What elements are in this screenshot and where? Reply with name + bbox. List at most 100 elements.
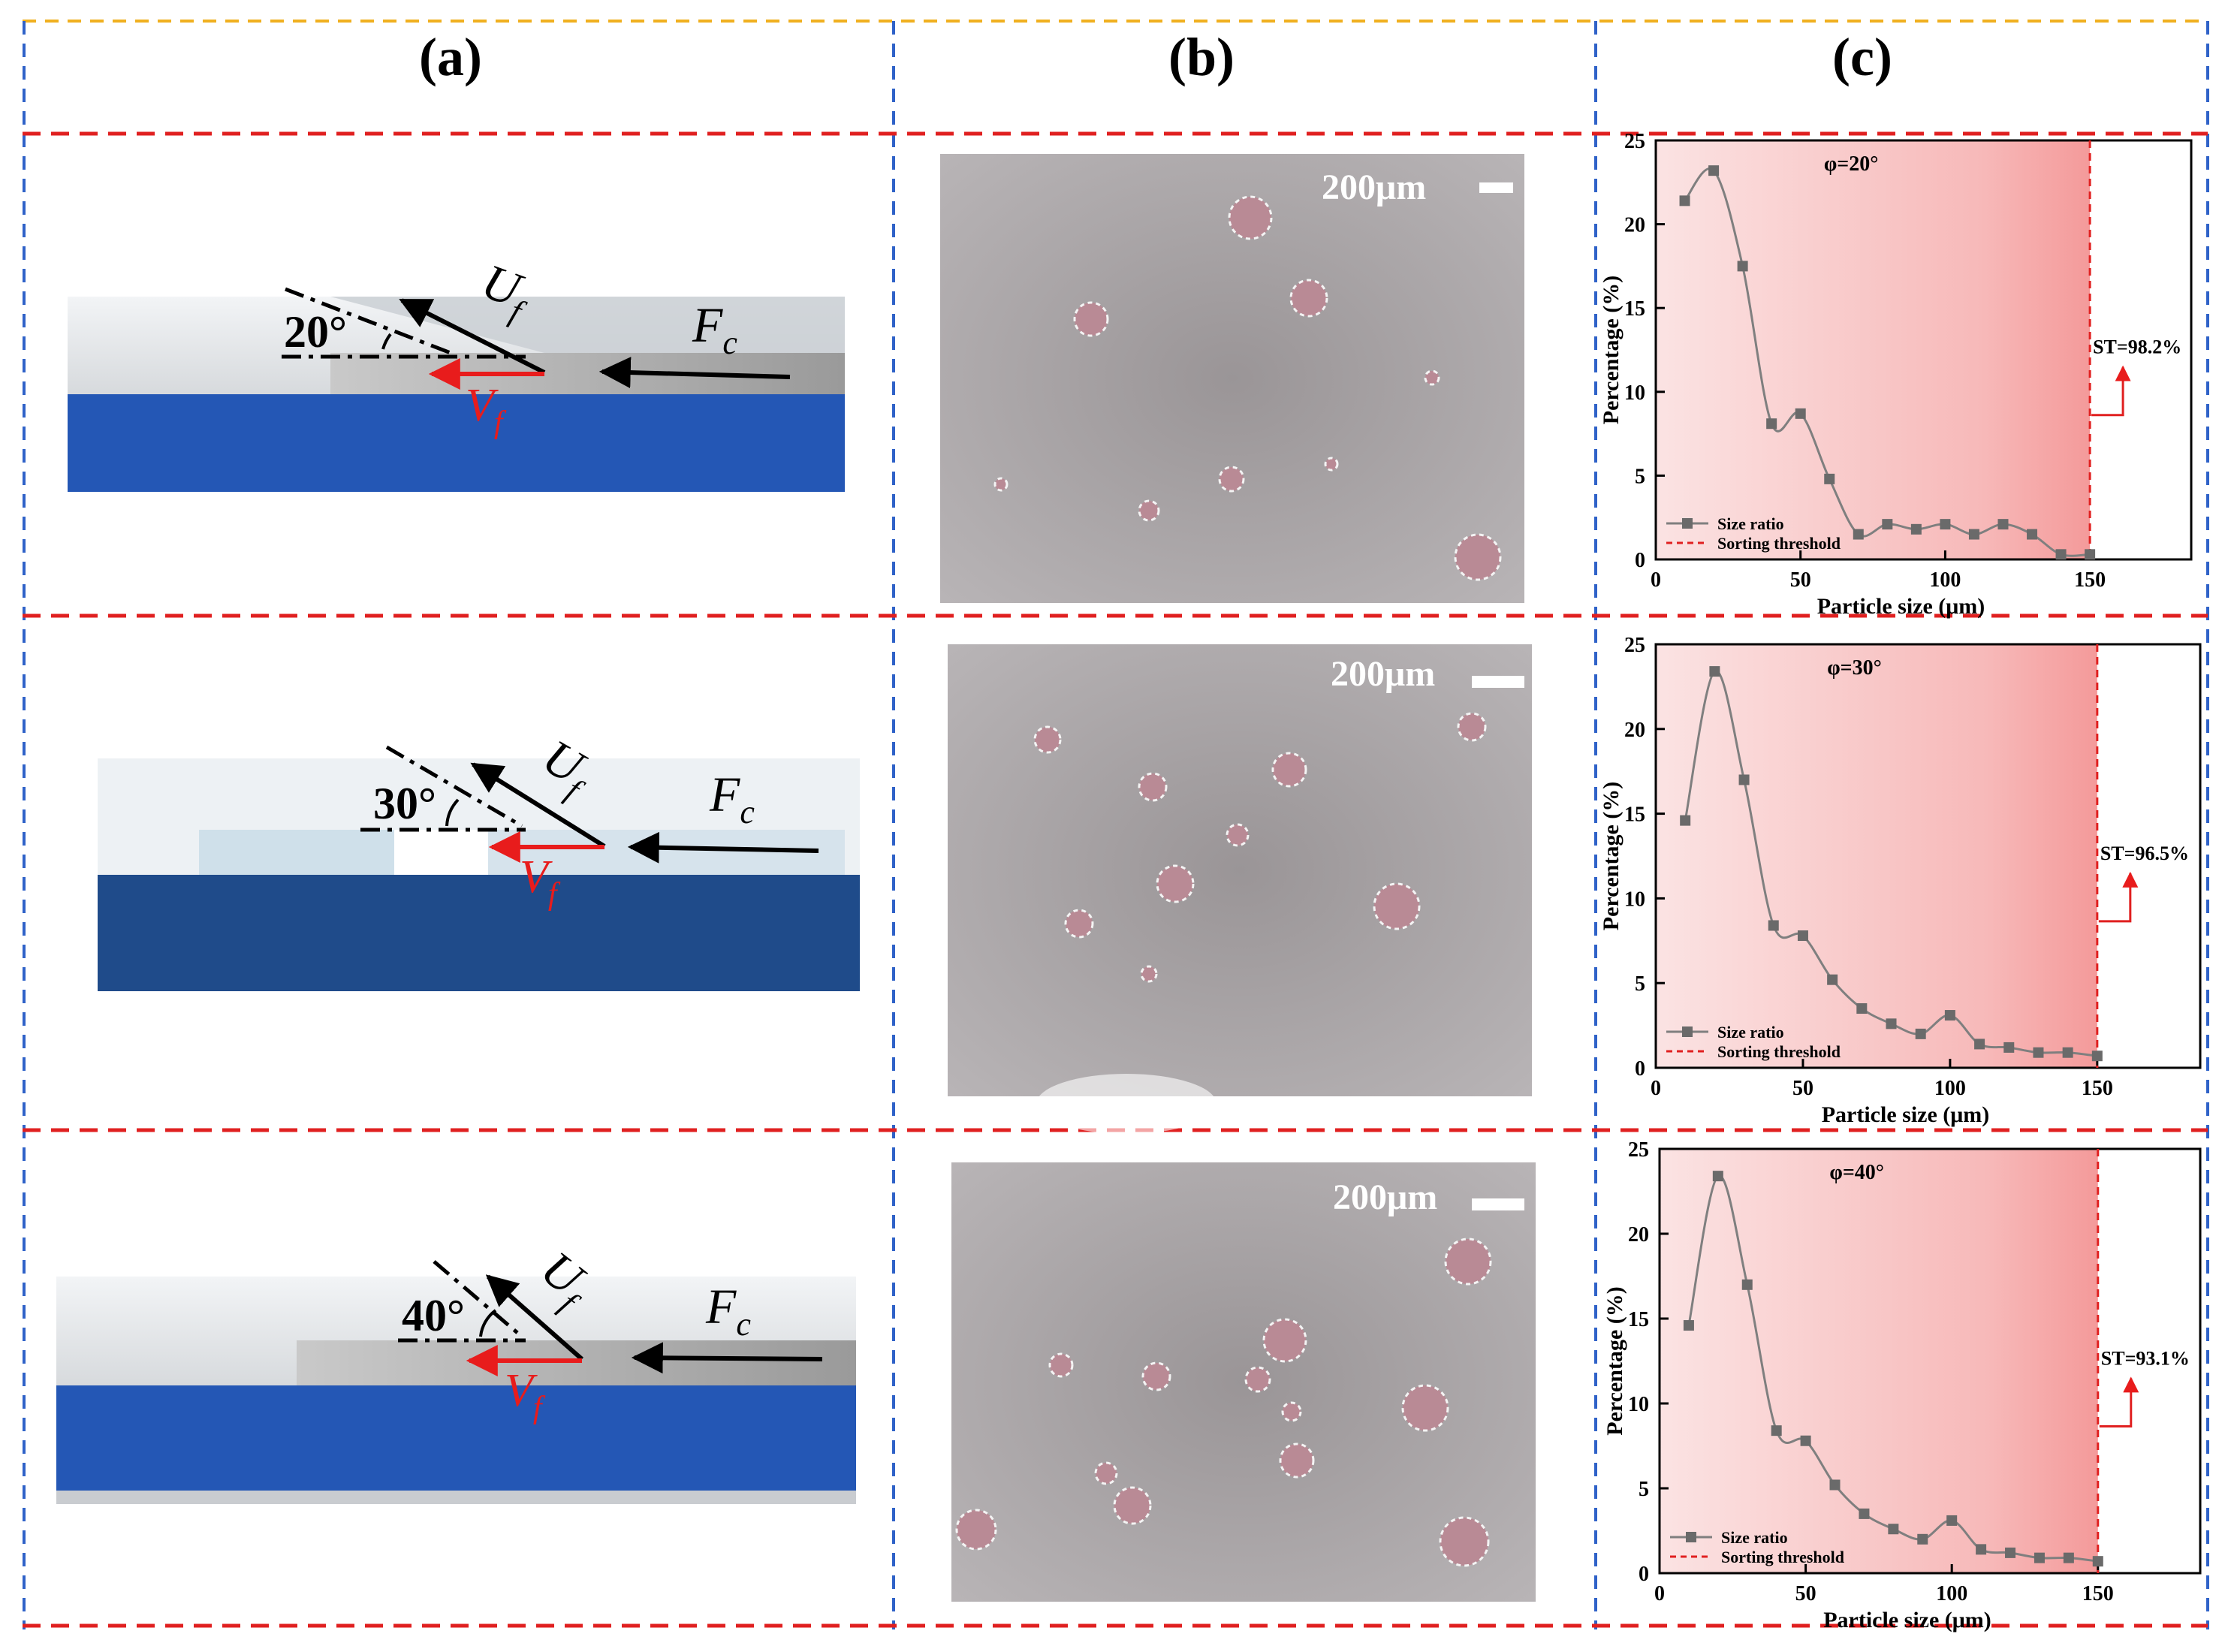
- y-tick-label: 25: [1624, 634, 1645, 657]
- data-point: [2027, 529, 2038, 540]
- data-point: [1709, 666, 1720, 677]
- film-wedge: [330, 297, 845, 353]
- arrow-Fc: [631, 1342, 823, 1374]
- data-point: [1917, 1533, 1928, 1545]
- plot-frame: [1654, 643, 2202, 1069]
- st-arrow: [2099, 1376, 2139, 1427]
- data-point: [1882, 519, 1893, 530]
- label-Fc: Fc: [705, 1280, 751, 1343]
- chart-title: φ=40°: [1829, 1161, 1884, 1184]
- droplets: [955, 1237, 1492, 1567]
- sorting-region-shade: [1656, 644, 2097, 1068]
- y-axis-label: Percentage (%): [1599, 782, 1624, 931]
- chart-title: φ=30°: [1827, 656, 1882, 680]
- legend-label-size-ratio: Size ratio: [1717, 514, 1784, 533]
- arrow-Fc: [598, 357, 791, 389]
- data-point: [1859, 1508, 1870, 1519]
- x-tick-label: 150: [2074, 568, 2106, 592]
- st-annotation: ST=98.2%: [2093, 336, 2181, 358]
- arrow-Uf: [470, 762, 606, 849]
- data-point: [2062, 1047, 2073, 1058]
- glare: [1036, 1074, 1217, 1134]
- chart-phi-20: 0 5 10 15 20 25 0 50 100 150 Particle size (μm) Per…: [1599, 130, 2193, 619]
- data-point: [1708, 165, 1720, 176]
- label-Fc: Fc: [692, 298, 737, 361]
- channel-step: [199, 830, 394, 875]
- channel-gap: [394, 830, 488, 875]
- y-tick-label: 10: [1624, 888, 1645, 911]
- data-point: [1795, 408, 1806, 419]
- data-point: [2063, 1552, 2074, 1563]
- data-point: [1737, 261, 1748, 272]
- x-axis-label: Particle size (μm): [1817, 594, 1985, 619]
- x-tick-label: 150: [2082, 1582, 2114, 1605]
- micrograph-3: 200μm: [951, 1162, 1536, 1602]
- data-point: [2091, 1051, 2103, 1062]
- legend-label-size-ratio: Size ratio: [1717, 1023, 1784, 1042]
- data-point: [1797, 930, 1808, 942]
- y-tick-label: 15: [1624, 803, 1645, 827]
- legend-label-threshold: Sorting threshold: [1717, 1042, 1841, 1061]
- data-point: [1976, 1544, 1987, 1555]
- channel-step: [330, 353, 845, 394]
- data-point: [1968, 529, 1979, 540]
- data-point: [2033, 1047, 2044, 1058]
- x-tick-label: 100: [1929, 568, 1961, 592]
- data-point: [2055, 549, 2067, 560]
- y-tick-label: 10: [1628, 1393, 1649, 1416]
- micrograph-1: 200μm: [940, 154, 1524, 603]
- angle-arc: [381, 333, 392, 350]
- x-tick-label: 100: [1934, 1077, 1966, 1100]
- channel-base: [56, 1491, 856, 1504]
- y-tick-label: 10: [1624, 381, 1645, 405]
- x-tick-label: 150: [2082, 1077, 2113, 1100]
- data-point: [2085, 549, 2096, 560]
- x-axis-label: Particle size (μm): [1823, 1608, 1991, 1632]
- plot-frame: [1658, 1147, 2202, 1575]
- scale-bar: [1479, 182, 1513, 193]
- chart-phi-30: 0 5 10 15 20 25 0 50 100 150 Particle size (μm) Per…: [1599, 634, 2202, 1127]
- angle-label: 30°: [373, 779, 436, 828]
- inclined-line: [385, 745, 523, 828]
- chart-title: φ=20°: [1824, 152, 1879, 176]
- st-arrow: [2098, 871, 2139, 923]
- st-annotation: ST=93.1%: [2101, 1347, 2190, 1369]
- sorting-region-shade: [1660, 1149, 2098, 1573]
- scale-label: 200μm: [1333, 1177, 1437, 1217]
- data-point: [1824, 473, 1835, 484]
- data-point: [1856, 1003, 1868, 1014]
- scale-label: 200μm: [1322, 167, 1426, 207]
- header-a: (a): [419, 27, 482, 87]
- schematic-3: 40° Uf Vf Fc: [56, 1241, 856, 1504]
- channel-substrate: [68, 394, 845, 492]
- label-Fc: Fc: [709, 767, 755, 831]
- legend-label-size-ratio: Size ratio: [1721, 1528, 1788, 1547]
- st-annotation: ST=96.5%: [2100, 843, 2189, 864]
- y-tick-label: 5: [1639, 1478, 1649, 1501]
- legend-marker-size-ratio: [1686, 1532, 1696, 1542]
- data-point: [1997, 519, 2009, 530]
- x-tick-label: 0: [1654, 1582, 1665, 1605]
- y-tick-label: 15: [1624, 297, 1645, 321]
- data-point: [1771, 1425, 1782, 1436]
- y-tick-label: 25: [1624, 130, 1645, 153]
- data-point: [1829, 1479, 1841, 1491]
- data-point: [1946, 1515, 1958, 1526]
- data-point: [1974, 1039, 1985, 1050]
- y-tick-label: 20: [1628, 1223, 1649, 1247]
- data-point: [1915, 1028, 1926, 1039]
- legend-marker-size-ratio: [1682, 1026, 1693, 1037]
- st-arrow: [2091, 365, 2131, 417]
- y-tick-label: 20: [1624, 214, 1645, 237]
- y-tick-label: 5: [1635, 972, 1645, 996]
- plot-frame: [1654, 139, 2193, 561]
- data-point: [1800, 1435, 1811, 1446]
- header-b: (b): [1168, 27, 1235, 87]
- angle-arc: [479, 1309, 497, 1337]
- arrow-Uf: [485, 1274, 583, 1361]
- y-tick-label: 20: [1624, 719, 1645, 742]
- scale-label: 200μm: [1331, 654, 1435, 694]
- data-point: [1683, 1320, 1694, 1331]
- data-point: [1679, 195, 1690, 206]
